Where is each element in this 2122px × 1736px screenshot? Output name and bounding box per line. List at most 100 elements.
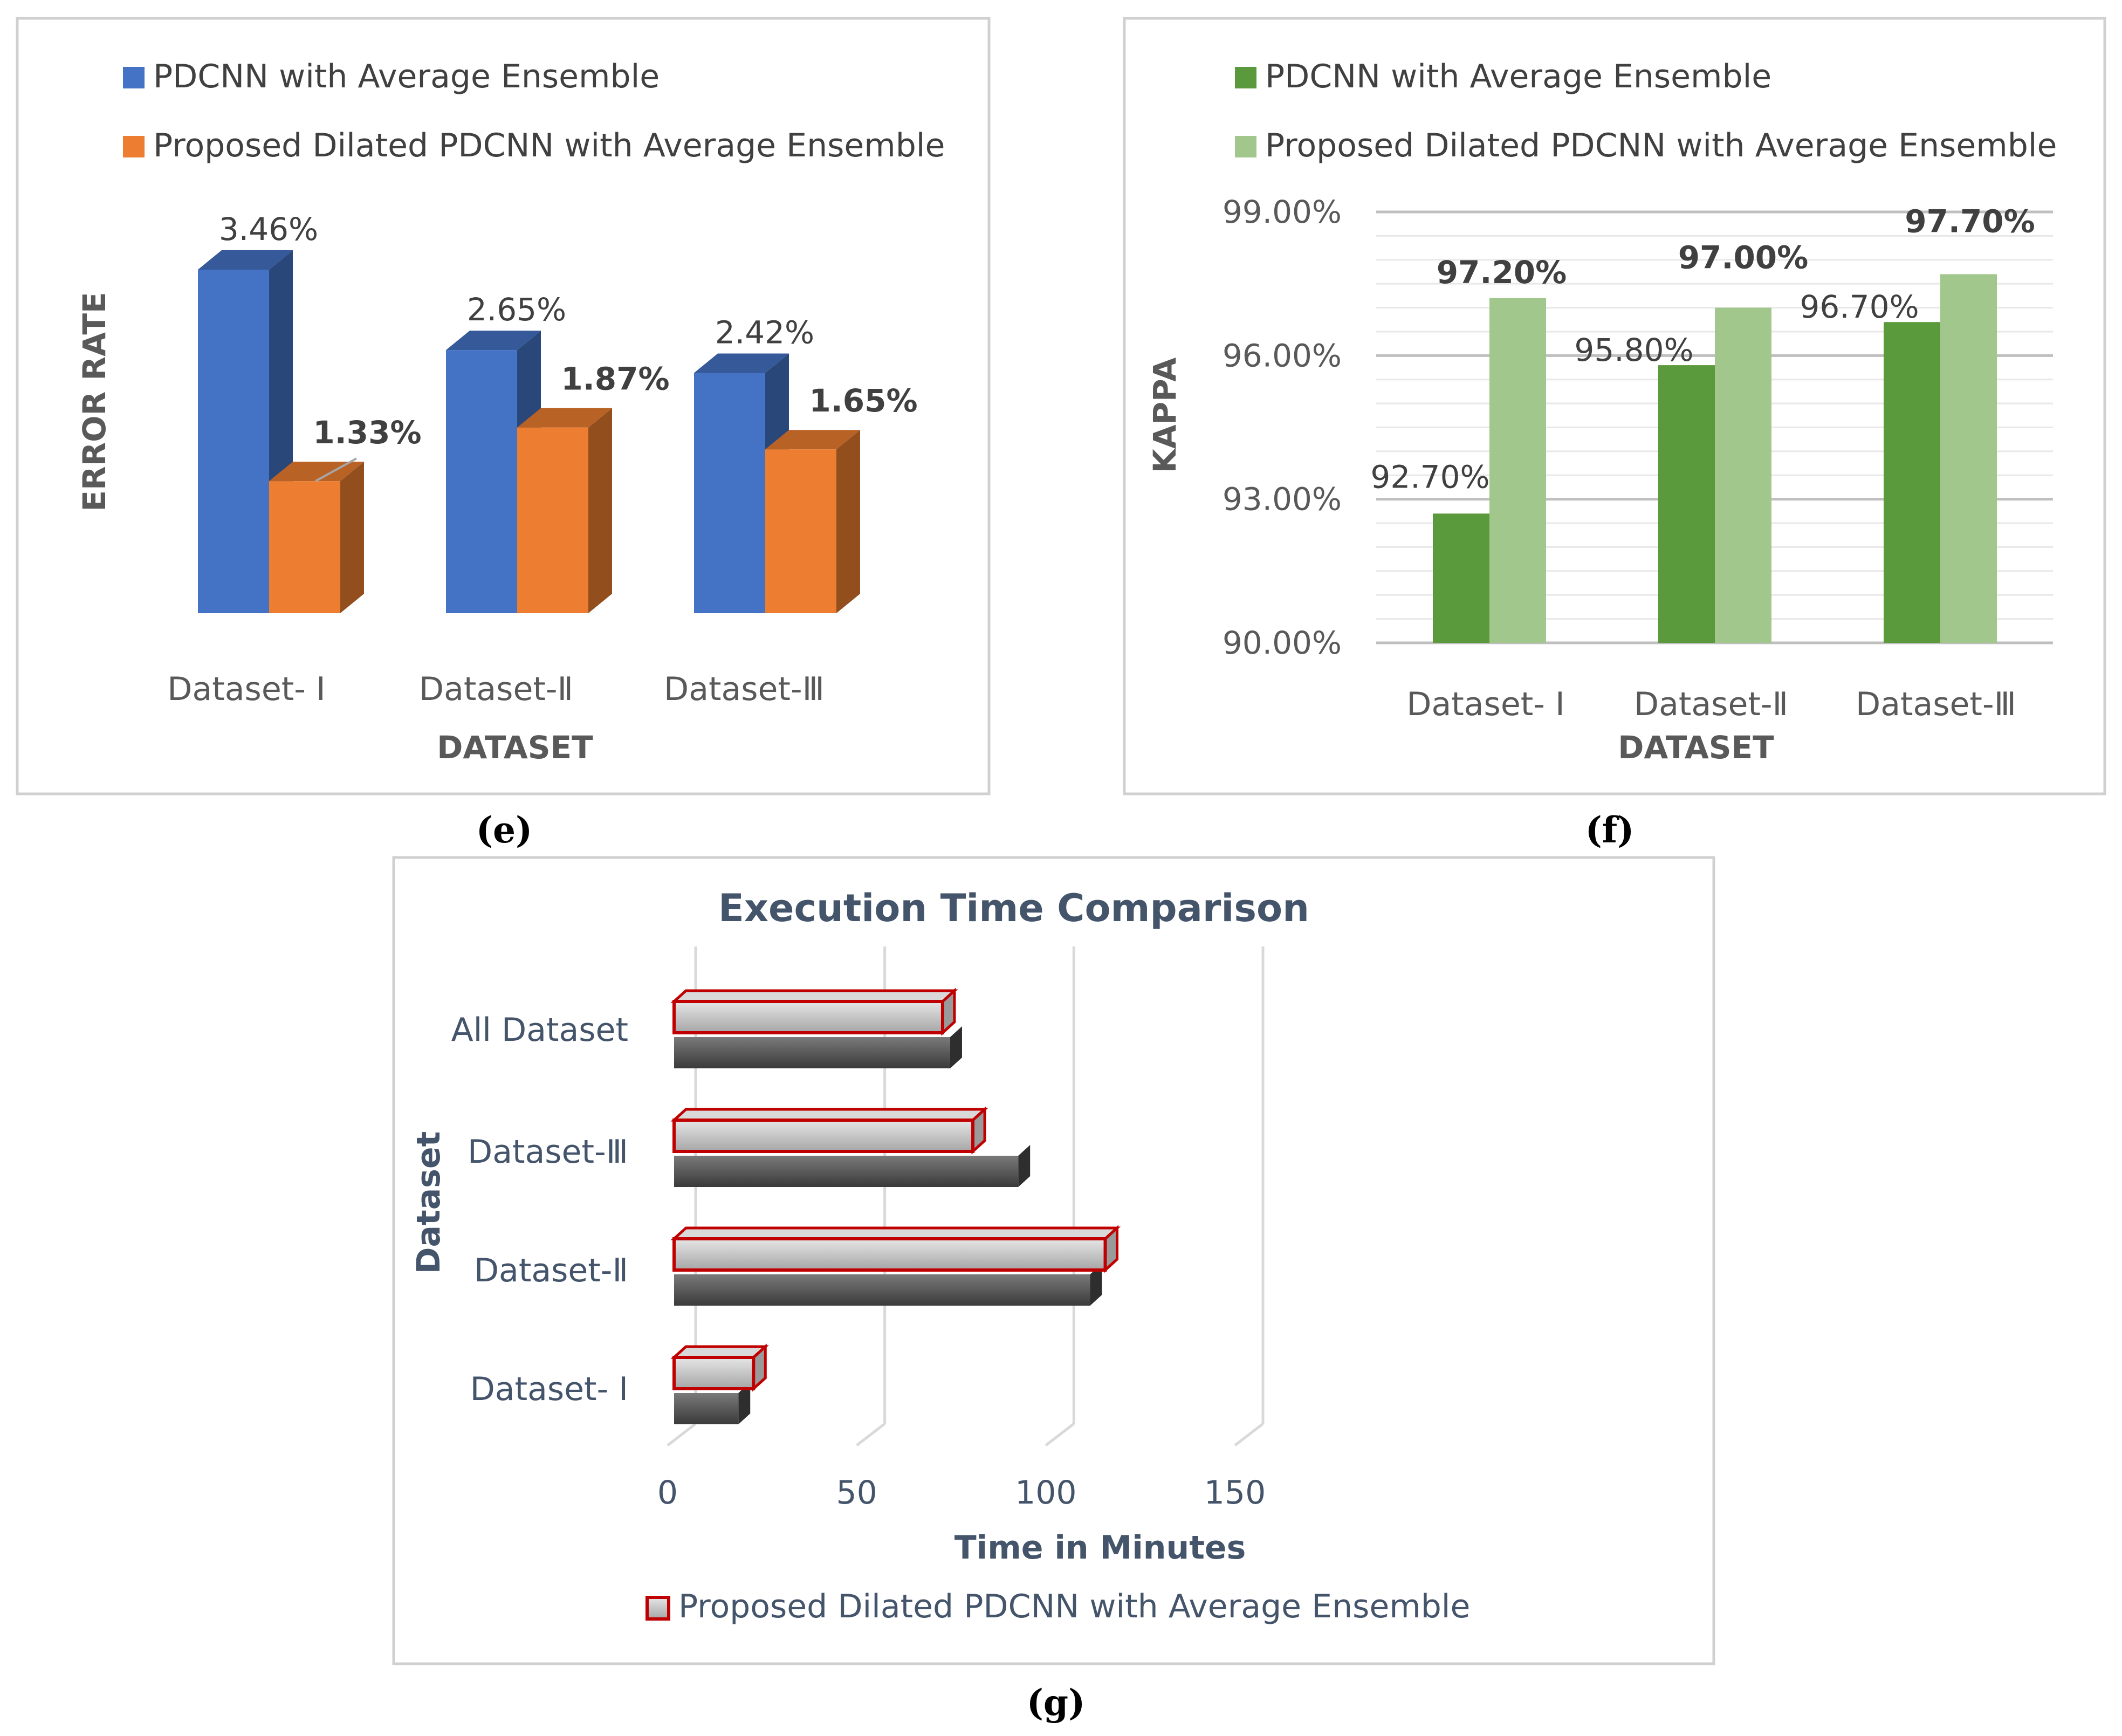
chart-f-y-tick-2: 96.00%: [1223, 337, 1342, 374]
chart-e-bar-top-s0-c0: [198, 250, 293, 270]
chart-g-bar-s1-c1: [672, 1237, 1107, 1272]
chart-f-x-axis-title: DATASET: [1618, 729, 1774, 766]
chart-e-category-0: Dataset- Ⅰ: [167, 670, 325, 708]
chart-f-legend-label-1: Proposed Dilated PDCNN with Average Ense…: [1265, 127, 2057, 164]
chart-g-bar-s0-c1: [674, 1274, 1090, 1306]
chart-e-data-label-s0-c1: 2.65%: [467, 291, 566, 328]
chart-f-data-label-s0-c1: 95.80%: [1574, 332, 1693, 368]
chart-g-bar-side-s0-c1: [1090, 1264, 1102, 1306]
chart-e-bar-s1-c1: [517, 427, 588, 613]
chart-f: PDCNN with Average Ensemble Proposed Dil…: [1123, 17, 2106, 795]
chart-e-data-label-s1-c1: 1.87%: [561, 361, 669, 397]
chart-f-y-tick-0: 90.00%: [1223, 625, 1342, 661]
chart-e-data-label-s1-c2: 1.65%: [809, 382, 917, 419]
chart-g-category-labels: Dataset- Ⅰ Dataset-Ⅱ Dataset-Ⅲ All Datas…: [451, 1011, 628, 1408]
chart-g-title: Execution Time Comparison: [718, 886, 1309, 930]
chart-g-category-0: Dataset- Ⅰ: [470, 1370, 628, 1408]
chart-e-bar-s0-c2: [694, 373, 765, 613]
chart-g-legend: Proposed Dilated PDCNN with Average Ense…: [645, 1588, 1470, 1625]
chart-e-bars: 3.46% 1.33% 2.65% 1.87% 2.42% 1.65%: [198, 211, 918, 613]
chart-f-legend-swatch-1: [1235, 136, 1256, 157]
chart-e-bar-side-s1-c0: [340, 462, 364, 613]
chart-e-y-axis-title: ERROR RATE: [76, 292, 113, 511]
chart-g-legend-label: Proposed Dilated PDCNN with Average Ense…: [678, 1588, 1470, 1625]
chart-f-category-1: Dataset-Ⅱ: [1634, 685, 1788, 723]
chart-e-bar-top-s1-c2: [765, 430, 860, 450]
chart-g-bar-s0-c0: [674, 1393, 739, 1424]
chart-e-bar-s1-c2: [765, 449, 836, 613]
chart-f-y-ticks: 90.00% 93.00% 96.00% 99.00%: [1223, 194, 1342, 661]
chart-e-legend-swatch-0: [123, 67, 145, 88]
chart-e-bar-s1-c0: [269, 481, 340, 613]
chart-f-bars: 92.70% 97.20% 95.80% 97.00% 96.70% 97.70%: [1370, 203, 2035, 643]
chart-g: Execution Time Comparison 0 50 100 150 Data…: [392, 856, 1715, 1665]
chart-f-data-label-s1-c2: 97.70%: [1905, 203, 2035, 239]
chart-f-bar-s0-c2: [1884, 322, 1940, 643]
chart-f-bar-s1-c1: [1715, 307, 1771, 643]
caption-g: (g): [1027, 1682, 1086, 1724]
chart-f-legend-swatch-0: [1235, 67, 1256, 88]
chart-e: PDCNN with Average Ensemble Proposed Dil…: [16, 17, 991, 795]
chart-e-legend-label-0: PDCNN with Average Ensemble: [153, 58, 660, 95]
chart-f-bar-s0-c1: [1658, 365, 1715, 643]
chart-f-y-tick-3: 99.00%: [1223, 194, 1342, 230]
chart-f-bar-s0-c0: [1433, 513, 1489, 643]
chart-f-y-tick-1: 93.00%: [1223, 481, 1342, 518]
caption-e: (e): [476, 809, 532, 851]
chart-g-bar-s1-c3: [672, 1000, 944, 1034]
chart-f-category-labels: Dataset- Ⅰ Dataset-Ⅱ Dataset-Ⅲ: [1406, 685, 2016, 723]
chart-f-data-label-s1-c1: 97.00%: [1678, 239, 1809, 276]
chart-g-gridline-floor: [1234, 1423, 1264, 1446]
chart-g-bar-s1-c0: [672, 1356, 756, 1390]
chart-e-bar-s0-c0: [198, 270, 269, 613]
chart-e-bar-top-s0-c1: [446, 331, 541, 351]
chart-g-x-axis-title: Time in Minutes: [954, 1529, 1246, 1567]
chart-g-bar-s0-c3: [674, 1037, 950, 1068]
chart-e-bar-side-s1-c2: [836, 430, 860, 613]
chart-g-bars: [670, 987, 1121, 1424]
chart-f-bar-s1-c0: [1489, 298, 1546, 643]
chart-g-legend-swatch: [645, 1596, 670, 1621]
chart-g-category-2: Dataset-Ⅲ: [468, 1133, 628, 1171]
chart-f-category-0: Dataset- Ⅰ: [1406, 685, 1564, 723]
chart-g-bar-s0-c2: [674, 1156, 1019, 1187]
chart-e-category-1: Dataset-Ⅱ: [419, 670, 573, 708]
chart-f-data-label-s0-c2: 96.70%: [1800, 289, 1919, 325]
chart-f-data-label-s1-c0: 97.20%: [1437, 254, 1567, 291]
chart-g-gridline-floor: [856, 1423, 886, 1446]
chart-e-bar-top-s0-c2: [694, 353, 789, 373]
chart-g-category-1: Dataset-Ⅱ: [474, 1252, 628, 1289]
chart-g-y-axis-title: Dataset: [410, 1131, 448, 1274]
chart-g-bar-side-s0-c2: [1018, 1145, 1031, 1187]
chart-g-category-3: All Dataset: [451, 1011, 628, 1049]
chart-e-data-label-s0-c0: 3.46%: [219, 211, 318, 248]
chart-e-legend: PDCNN with Average Ensemble Proposed Dil…: [123, 58, 945, 164]
chart-g-bar-side-s0-c3: [950, 1026, 962, 1068]
chart-e-category-labels: Dataset- Ⅰ Dataset-Ⅱ Dataset-Ⅲ: [167, 670, 825, 708]
chart-g-x-tick-1: 50: [836, 1474, 877, 1512]
chart-e-legend-swatch-1: [123, 136, 145, 157]
chart-e-x-axis-title: DATASET: [437, 729, 593, 766]
caption-f: (f): [1585, 809, 1635, 851]
chart-f-data-label-s0-c0: 92.70%: [1370, 458, 1489, 495]
chart-g-x-tick-3: 150: [1204, 1474, 1266, 1512]
chart-f-y-axis-title: KAPPA: [1146, 358, 1183, 474]
chart-g-bar-s1-c2: [672, 1119, 975, 1153]
chart-g-gridline-floor: [667, 1423, 697, 1446]
chart-e-category-2: Dataset-Ⅲ: [664, 670, 825, 708]
chart-e-leader-line: [315, 457, 357, 482]
chart-e-data-label-s0-c2: 2.42%: [715, 314, 814, 351]
chart-e-data-label-s1-c0: 1.33%: [313, 414, 421, 451]
chart-f-category-2: Dataset-Ⅲ: [1856, 685, 2016, 723]
chart-g-x-ticks: 0 50 100 150: [657, 1474, 1266, 1512]
chart-f-legend-label-0: PDCNN with Average Ensemble: [1265, 58, 1771, 95]
chart-g-gridline-floor: [1045, 1423, 1075, 1446]
chart-g-bar-side-s0-c0: [738, 1382, 751, 1424]
chart-f-bar-s1-c2: [1940, 274, 1997, 643]
chart-e-bar-s0-c1: [446, 350, 517, 613]
chart-g-x-tick-0: 0: [657, 1474, 678, 1512]
chart-f-legend: PDCNN with Average Ensemble Proposed Dil…: [1235, 58, 2057, 164]
chart-g-x-tick-2: 100: [1015, 1474, 1077, 1512]
chart-e-bar-top-s1-c1: [517, 408, 612, 428]
